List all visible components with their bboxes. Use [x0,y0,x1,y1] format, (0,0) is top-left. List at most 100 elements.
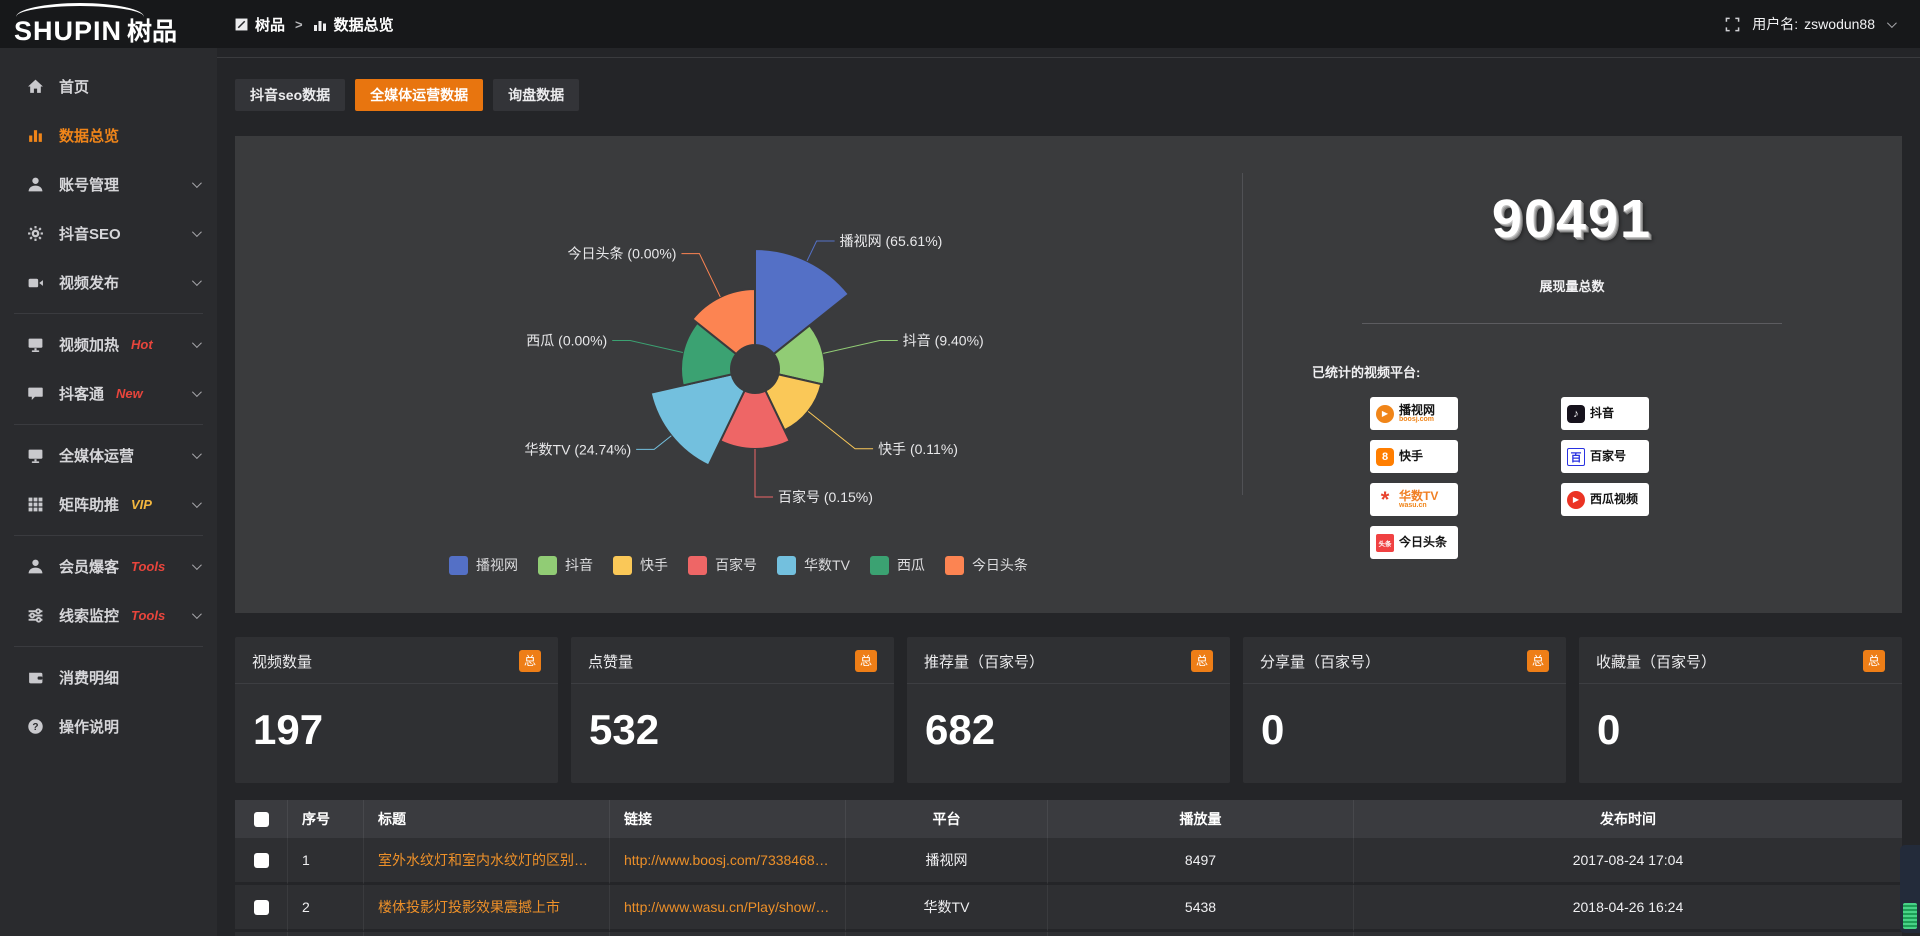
legend-item[interactable]: 抖音 [538,555,593,575]
chevron-down-icon [191,498,202,509]
video-camera-icon [26,274,44,292]
topbar: SHUPIN 树品 树品 > 数据总览 用户名: zswodun88 [0,0,1920,48]
person-icon [26,558,44,576]
legend-item[interactable]: 华数TV [777,555,850,575]
sidebar-item-help[interactable]: ? 操作说明 [0,702,217,751]
cell-link[interactable]: http://www.boosj.com/7338468.html [609,838,845,885]
table-row: 2 楼体投影灯投影效果震撼上市 http://www.wasu.cn/Play/… [235,885,1902,932]
total-toggle-badge[interactable]: 总 [1527,650,1549,672]
chevron-down-icon [191,276,202,287]
total-toggle-badge[interactable]: 总 [1191,650,1213,672]
legend-item[interactable]: 今日头条 [944,555,1028,575]
pie-slice-华数TV[interactable] [649,373,746,467]
col-header-link: 链接 [609,800,845,838]
logo-arc [16,3,144,17]
legend-item[interactable]: 快手 [613,555,668,575]
platform-badge-kuaishou: 8 快手 [1370,440,1458,473]
sidebar-item-lead-monitor[interactable]: 线索监控 Tools [0,591,217,640]
sidebar-item-matrix-boost[interactable]: 矩阵助推 VIP [0,480,217,529]
sidebar-item-spending-detail[interactable]: 消费明细 [0,653,217,702]
sidebar: 首页 数据总览 账号管理 抖音SEO 视频发布 视频加热 Hot 抖客通 New… [0,48,217,936]
stat-value: 682 [925,706,996,753]
sidebar-item-doketong[interactable]: 抖客通 New [0,369,217,418]
stat-card-video-count: 视频数量总 197 [235,637,558,783]
pie-label: 抖音 (9.40%) [903,333,984,349]
col-header-title: 标题 [363,800,609,838]
home-icon [26,78,44,96]
pie-label: 播视网 (65.61%) [840,233,943,249]
pie-slice-今日头条[interactable] [691,287,756,356]
legend-item[interactable]: 播视网 [449,555,518,575]
sidebar-item-video-heating[interactable]: 视频加热 Hot [0,320,217,369]
cell-platform: 华数TV [845,885,1047,932]
tools-badge: Tools [131,608,166,623]
xigua-play-icon: ▶ [1567,490,1585,509]
pie-label: 今日头条 (0.00%) [568,246,677,262]
monitor-icon [26,447,44,465]
pie-label-line [636,435,672,450]
cell-title[interactable]: 楼体投影灯投影效果震撼上市 [363,885,609,932]
platforms-grid: ▶ 播视网 boosj.com 8 快手 * 华数TV wasu.cn 头条 今日头… [1370,397,1902,559]
sidebar-item-douyin-seo[interactable]: 抖音SEO [0,209,217,258]
legend-item[interactable]: 百家号 [688,555,757,575]
impressions-total-value: 90491 [1491,189,1653,249]
sidebar-divider [14,424,203,425]
username[interactable]: zswodun88 [1804,16,1875,32]
pie-slice-抖音[interactable] [772,323,826,386]
chevron-down-icon[interactable] [1886,17,1897,28]
cell-title[interactable]: 室外水纹灯和室内水纹灯的区别和简介 [363,838,609,885]
sidebar-item-data-overview[interactable]: 数据总览 [0,111,217,160]
tab-douyin-seo-data[interactable]: 抖音seo数据 [235,79,346,111]
stat-card-shares: 分享量（百家号）总 0 [1243,637,1566,783]
sliders-icon [26,607,44,625]
row-checkbox[interactable] [253,900,269,916]
cell-link[interactable]: http://www.wasu.cn/Play/show/id/952... [609,885,845,932]
tab-inquiry-data[interactable]: 询盘数据 [493,79,580,111]
breadcrumb-current: 数据总览 [333,16,394,34]
breadcrumb: 树品 > 数据总览 [235,14,394,35]
cell-views: 8497 [1047,838,1353,885]
chevron-down-icon [191,387,202,398]
cell-time: 2017-08-24 17:04 [1353,838,1902,885]
stat-value: 0 [1261,706,1285,753]
question-circle-icon: ? [26,718,44,736]
pie-label: 快手 (0.11%) [878,441,958,457]
chevron-down-icon [191,227,202,238]
logo-text-cn: 树品 [127,18,178,46]
total-toggle-badge[interactable]: 总 [855,650,877,672]
legend-swatch [538,555,558,575]
sidebar-item-omni-media[interactable]: 全媒体运营 [0,431,217,480]
username-label: 用户名: [1752,16,1799,32]
total-toggle-badge[interactable]: 总 [519,650,541,672]
breadcrumb-root[interactable]: 树品 [255,16,286,34]
table-row-partial [235,932,1902,936]
chevron-down-icon [191,609,202,620]
select-all-checkbox[interactable] [253,812,269,828]
pie-slice-播视网[interactable] [754,247,851,356]
stat-card-favorites: 收藏量（百家号）总 0 [1579,637,1902,783]
legend-swatch [613,555,633,575]
fullscreen-icon[interactable] [1725,17,1740,32]
stat-value: 0 [1597,706,1621,753]
sidebar-item-account-management[interactable]: 账号管理 [0,160,217,209]
user-icon [26,176,44,194]
grid-icon [26,496,44,514]
total-toggle-badge[interactable]: 总 [1863,650,1885,672]
videos-table: 序号 标题 链接 平台 播放量 发布时间 1 室外水纹灯和室内水纹灯的区别和简介… [235,800,1902,936]
stat-value: 532 [589,706,660,753]
cell-index: 1 [287,838,363,885]
toutiao-icon: 头条 [1376,533,1394,552]
wallet-icon [26,669,44,687]
legend-item[interactable]: 西瓜 [869,555,925,575]
floating-widget[interactable] [1900,845,1920,933]
sidebar-item-video-publish[interactable]: 视频发布 [0,258,217,307]
row-checkbox[interactable] [253,853,269,869]
tab-omni-media-data[interactable]: 全媒体运营数据 [355,79,484,111]
sidebar-item-home[interactable]: 首页 [0,62,217,111]
col-header-views: 播放量 [1047,800,1353,838]
col-header-time: 发布时间 [1353,800,1902,838]
monitor-icon [26,336,44,354]
sidebar-item-member-tools[interactable]: 会员爆客 Tools [0,542,217,591]
kuaishou-icon: 8 [1376,447,1394,466]
col-header-index: 序号 [287,800,363,838]
